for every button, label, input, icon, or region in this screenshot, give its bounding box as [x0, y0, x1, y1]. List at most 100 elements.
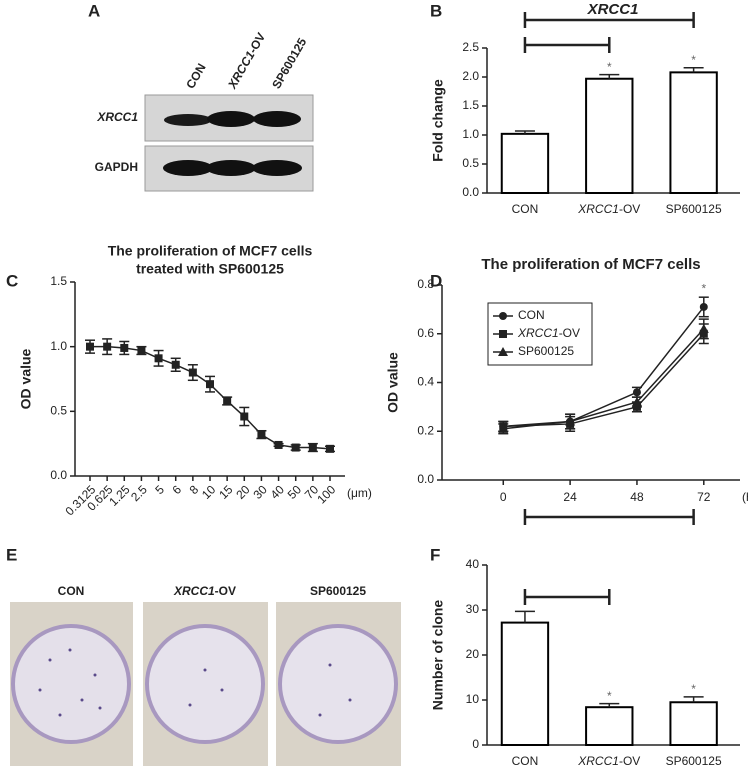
band	[206, 160, 256, 176]
dish	[11, 624, 131, 744]
y-tick-label: 1.5	[50, 274, 67, 288]
x-tick-label: 2.5	[128, 482, 150, 504]
point	[257, 430, 266, 439]
point	[499, 312, 507, 320]
point	[240, 412, 249, 421]
bar	[669, 701, 718, 746]
y-tick-label: 0.8	[417, 277, 434, 291]
dish	[278, 624, 398, 744]
x-tick-label: 24	[563, 490, 577, 504]
legend-label: CON	[518, 308, 545, 322]
point	[631, 397, 642, 406]
x-unit: (μm)	[347, 486, 372, 500]
band	[163, 160, 213, 176]
x-tick-label: XRCC1-OV	[577, 754, 640, 766]
y-tick-label: 0	[472, 737, 479, 751]
point	[188, 368, 197, 377]
chart-title: The proliferation of MCF7 cells	[481, 256, 700, 273]
y-tick-label: 2.0	[462, 69, 479, 83]
series-line	[503, 306, 705, 428]
y-axis-label: OD value	[385, 352, 401, 413]
x-tick-label: 0	[500, 490, 507, 504]
point	[632, 388, 641, 397]
point	[171, 360, 180, 369]
panel-label: F	[430, 545, 440, 564]
point	[498, 347, 508, 356]
bar	[500, 621, 550, 746]
panel-label: E	[6, 545, 17, 564]
x-tick-label: SP600125	[666, 202, 722, 216]
lane-label: XRCC1-OV	[225, 30, 269, 92]
y-tick-label: 0.0	[417, 472, 434, 486]
y-tick-label: 0.0	[462, 185, 479, 199]
bar	[585, 77, 634, 194]
y-tick-label: 0.5	[462, 156, 479, 170]
y-tick-label: 40	[466, 557, 480, 571]
lane-label: SP600125	[269, 35, 309, 91]
dish-title: CON	[58, 584, 85, 598]
point	[308, 443, 317, 452]
row-label: GAPDH	[95, 160, 138, 174]
point	[154, 354, 163, 363]
x-unit: (h)	[742, 490, 748, 504]
series-line	[503, 328, 705, 430]
x-tick-label: XRCC1-OV	[577, 202, 640, 216]
y-tick-label: 30	[466, 602, 480, 616]
y-tick-label: 1.0	[50, 339, 67, 353]
legend-label: SP600125	[518, 344, 574, 358]
legend-label: XRCC1-OV	[517, 326, 580, 340]
y-axis-label: Fold change	[430, 79, 446, 162]
dish-title: SP600125	[310, 584, 366, 598]
y-tick-label: 0.0	[50, 468, 67, 482]
significance: *	[607, 689, 612, 703]
y-tick-label: 1.0	[462, 127, 479, 141]
y-tick-label: 0.6	[417, 326, 434, 340]
x-tick-label: 6	[169, 482, 184, 497]
point	[565, 416, 576, 426]
dishes	[10, 602, 401, 766]
dish	[145, 624, 265, 744]
significance: *	[691, 53, 696, 67]
bar	[585, 706, 634, 747]
point	[120, 343, 129, 352]
point	[698, 323, 709, 333]
band	[207, 111, 255, 127]
significance: *	[701, 281, 706, 295]
band	[253, 111, 301, 127]
row-label: XRCC1	[96, 110, 138, 124]
point	[137, 346, 146, 355]
chart-title: The proliferation of MCF7 cells	[108, 243, 313, 259]
point	[103, 342, 112, 351]
x-tick-label: SP600125	[666, 754, 722, 766]
chart-title: treated with SP600125	[136, 261, 284, 277]
band	[252, 160, 302, 176]
bar	[500, 132, 550, 194]
panel-label: C	[6, 271, 18, 290]
x-tick-label: 8	[187, 482, 202, 497]
significance: *	[607, 60, 612, 74]
chart-title: XRCC1	[587, 1, 639, 18]
x-tick-label: 48	[630, 490, 644, 504]
x-tick-label: 72	[697, 490, 711, 504]
y-tick-label: 20	[466, 647, 480, 661]
y-tick-label: 0.4	[417, 375, 434, 389]
x-tick-label: 5	[152, 482, 167, 497]
y-axis-label: OD value	[18, 348, 34, 409]
x-tick-label: CON	[512, 202, 539, 216]
lane-label: CON	[183, 61, 208, 91]
panel-label: B	[430, 1, 442, 20]
point	[291, 443, 300, 452]
bar	[669, 71, 718, 194]
y-axis-label: Number of clone	[430, 600, 446, 711]
series-line	[90, 345, 331, 450]
y-tick-label: 1.5	[462, 98, 479, 112]
dish-title: XRCC1-OV	[173, 584, 236, 598]
point	[498, 423, 509, 433]
point	[206, 380, 214, 389]
panel-label: A	[88, 1, 100, 20]
y-tick-label: 0.5	[50, 404, 67, 418]
point	[499, 330, 507, 338]
x-tick-label: CON	[512, 754, 539, 766]
point	[326, 444, 334, 453]
